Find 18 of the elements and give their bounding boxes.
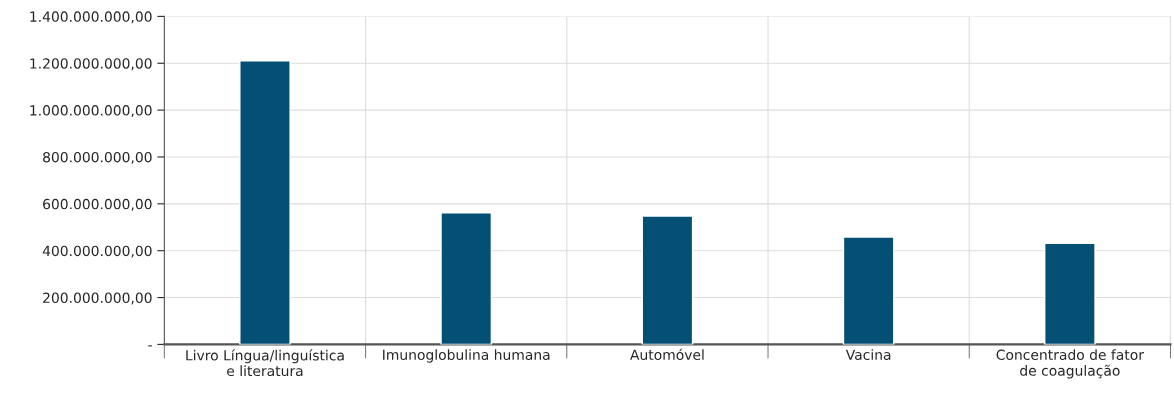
y-tick-label: 400.000.000,00 xyxy=(42,245,152,258)
bar xyxy=(239,60,291,345)
x-tick-label: Livro Língua/linguística e literatura xyxy=(186,349,344,377)
y-tick-label: 800.000.000,00 xyxy=(43,151,152,164)
bar xyxy=(440,212,493,345)
bar xyxy=(641,215,694,345)
y-tick-label: 1.400.000.000,00 xyxy=(30,11,152,24)
x-tick-label: Vacina xyxy=(845,349,891,361)
bar xyxy=(1044,242,1096,345)
y-tick-label: 1.000.000.000,00 xyxy=(30,105,152,118)
x-tick-label: Concentrado de fator de coagulação xyxy=(996,349,1144,379)
y-tick-label: 600.000.000,00 xyxy=(43,198,152,211)
x-tick-label: Imunoglobulina humana xyxy=(383,349,550,363)
y-tick-label: - xyxy=(148,345,152,347)
y-tick-label: 1.200.000.000,00 xyxy=(30,58,152,71)
bar xyxy=(842,236,895,345)
x-tick-label: Automóvel xyxy=(630,348,704,361)
y-tick-label: 200.000.000,00 xyxy=(43,292,152,305)
